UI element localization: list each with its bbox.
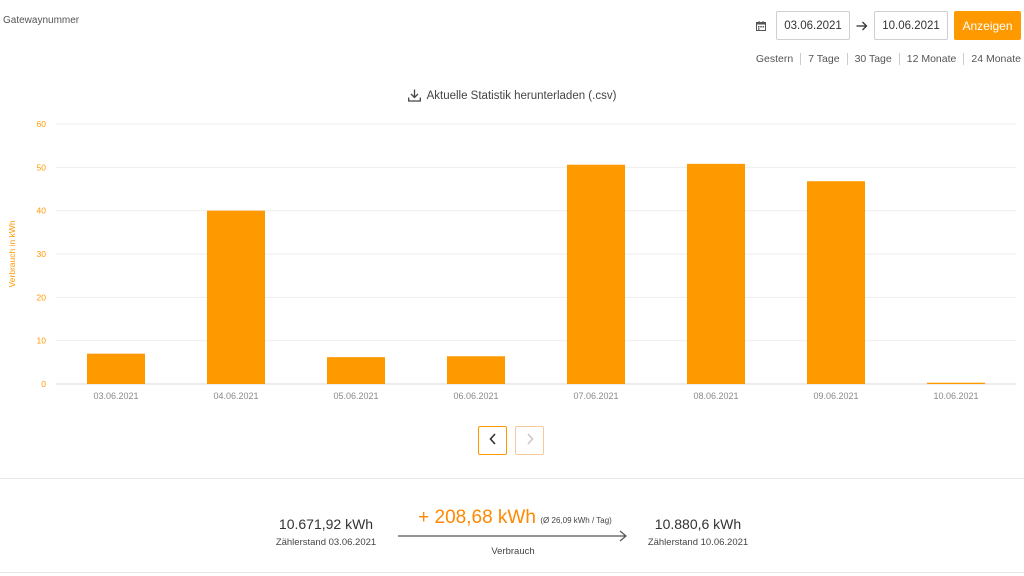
chevron-right-icon: [526, 433, 534, 448]
consumption-arrow-icon: [398, 530, 627, 542]
start-meter-reading: 10.671,92 kWh Zählerstand 03.06.2021: [268, 516, 384, 548]
consumption-total: + 208,68 kWh (Ø 26,09 kWh / Tag): [400, 507, 630, 529]
section-divider: [0, 478, 1024, 479]
show-button[interactable]: Anzeigen: [954, 11, 1021, 40]
quick-range-yesterday[interactable]: Gestern: [755, 53, 794, 65]
quick-range-30-days[interactable]: 30 Tage: [846, 53, 899, 65]
x-tick-label: 09.06.2021: [813, 391, 858, 401]
chart-bars: [87, 163, 985, 384]
y-tick-label: 30: [37, 249, 47, 259]
start-meter-value: 10.671,92 kWh: [278, 516, 374, 532]
x-axis-ticks: 03.06.2021 04.06.2021 05.06.2021 06.06.2021…: [93, 391, 978, 401]
x-tick-label: 05.06.2021: [333, 391, 378, 401]
chart-grid: [56, 123, 1016, 385]
next-page-button[interactable]: [515, 426, 544, 455]
y-tick-label: 60: [37, 119, 47, 129]
date-from-input[interactable]: [776, 11, 850, 40]
end-meter-value: 10.880,6 kWh: [654, 516, 742, 532]
consumption-label: Verbrauch: [491, 546, 535, 557]
y-tick-label: 50: [37, 162, 47, 172]
y-axis-ticks: 0 10 20 30 40 50 60: [37, 119, 47, 389]
x-tick-label: 06.06.2021: [453, 391, 498, 401]
consumption-summary: 10.671,92 kWh Zählerstand 03.06.2021 + 2…: [0, 500, 1024, 560]
y-tick-label: 10: [37, 336, 47, 346]
date-range-controls: Anzeigen: [754, 11, 1021, 40]
start-meter-label: Zählerstand 03.06.2021: [275, 537, 377, 548]
x-tick-label: 04.06.2021: [213, 391, 258, 401]
bar-03.06.2021[interactable]: [87, 353, 145, 384]
download-csv-label: Aktuelle Statistik herunterladen (.csv): [426, 89, 617, 102]
quick-range-selector: Gestern 7 Tage 30 Tage 12 Monate 24 Mona…: [749, 53, 1021, 65]
x-tick-label: 08.06.2021: [693, 391, 738, 401]
bar-06.06.2021[interactable]: [447, 356, 505, 384]
previous-page-button[interactable]: [478, 426, 507, 455]
x-tick-label: 10.06.2021: [933, 391, 978, 401]
gateway-number-label: Gatewaynummer: [3, 15, 80, 26]
bar-10.06.2021[interactable]: [927, 382, 985, 384]
bar-04.06.2021[interactable]: [207, 210, 265, 384]
quick-range-7-days[interactable]: 7 Tage: [800, 53, 846, 65]
chart-pager: [478, 426, 544, 455]
y-axis-label: Verbrauch in kWh: [7, 220, 17, 287]
quick-range-12-months[interactable]: 12 Monate: [898, 53, 964, 65]
consumption-value: + 208,68 kWh: [418, 507, 536, 528]
arrow-right-icon: [850, 21, 874, 31]
end-meter-label: Zählerstand 10.06.2021: [647, 537, 749, 548]
bar-09.06.2021[interactable]: [807, 181, 865, 384]
quick-range-24-months[interactable]: 24 Monate: [963, 53, 1021, 65]
end-meter-reading: 10.880,6 kWh Zählerstand 10.06.2021: [640, 516, 756, 548]
download-icon: [407, 89, 421, 102]
bottom-divider: [0, 572, 1024, 573]
x-tick-label: 03.06.2021: [93, 391, 138, 401]
consumption-average: (Ø 26,09 kWh / Tag): [540, 516, 612, 525]
download-csv-link[interactable]: Aktuelle Statistik herunterladen (.csv): [0, 89, 1024, 102]
chevron-left-icon: [488, 433, 497, 448]
calendar-icon: [754, 19, 768, 33]
y-tick-label: 0: [41, 379, 46, 389]
bar-07.06.2021[interactable]: [567, 164, 625, 384]
consumption-bar-chart: 0 10 20 30 40 50 60 03.06.2021 04.06.2021 05.06.…: [7, 119, 1016, 401]
bar-08.06.2021[interactable]: [687, 163, 745, 384]
date-to-input[interactable]: [874, 11, 948, 40]
y-tick-label: 20: [37, 292, 47, 302]
bar-05.06.2021[interactable]: [327, 357, 385, 384]
x-tick-label: 07.06.2021: [573, 391, 618, 401]
y-tick-label: 40: [37, 206, 47, 216]
